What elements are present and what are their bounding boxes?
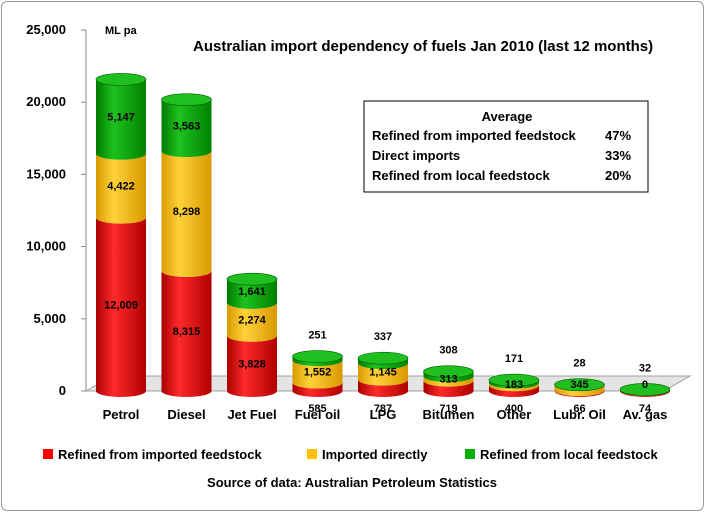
category-label: Lubr. Oil bbox=[553, 407, 606, 422]
data-label: 251 bbox=[308, 330, 326, 342]
bar-segment-imported-directly bbox=[161, 151, 212, 277]
data-label: 313 bbox=[439, 373, 457, 385]
bar-segment-local-feedstock bbox=[423, 371, 474, 383]
data-label: 1,552 bbox=[304, 366, 332, 378]
unit-label: ML pa bbox=[105, 25, 137, 37]
category-label: LPG bbox=[370, 407, 397, 422]
chart-title: Australian import dependency of fuels Ja… bbox=[193, 38, 653, 55]
data-label: 787 bbox=[374, 403, 392, 415]
data-label: 12,009 bbox=[104, 299, 138, 311]
bar-segment-imported-directly bbox=[554, 385, 605, 397]
data-label: 3,828 bbox=[238, 358, 266, 370]
data-label: 400 bbox=[505, 403, 523, 415]
data-label: 5,147 bbox=[107, 112, 135, 124]
bar-segment-local-feedstock bbox=[161, 99, 212, 158]
bar-segment-imported-feedstock bbox=[423, 380, 474, 397]
bar-segment-imported-directly bbox=[292, 360, 343, 389]
data-label: 1,145 bbox=[369, 366, 397, 378]
average-row-value: 20% bbox=[605, 168, 631, 183]
y-tick-label: 15,000 bbox=[26, 166, 66, 181]
category-label: Diesel bbox=[167, 407, 205, 422]
bar-top-cap bbox=[226, 272, 278, 286]
bar-segment-imported-directly bbox=[96, 153, 146, 224]
data-label: 1,641 bbox=[238, 286, 266, 298]
data-label: 3,563 bbox=[173, 120, 201, 132]
bar-top-cap bbox=[292, 350, 343, 363]
legend-swatch-imported-feedstock bbox=[43, 449, 53, 459]
y-tick-label: 0 bbox=[59, 383, 66, 398]
bar-segment-imported-directly bbox=[358, 363, 408, 386]
bar-top-cap bbox=[357, 351, 409, 365]
bar-top-cap bbox=[619, 383, 671, 396]
bar-segment-imported-feedstock bbox=[620, 389, 670, 397]
bar-top-cap bbox=[95, 73, 147, 86]
bar-top-cap bbox=[161, 93, 212, 106]
average-row-value: 33% bbox=[605, 148, 631, 163]
average-box: Average Refined from imported feedstock … bbox=[363, 100, 649, 193]
bar-segment-local-feedstock bbox=[96, 79, 146, 160]
category-label-group: Petrol Diesel Jet Fuel Fuel oil LPG Bitumen Ot… bbox=[103, 407, 668, 422]
bar-top-cap bbox=[423, 365, 474, 378]
y-tick-label: 10,000 bbox=[26, 239, 66, 254]
data-label-group: 12,009 4,422 5,147 8,315 8,298 3,563 3,828 2,27… bbox=[104, 112, 652, 415]
bar-segment-imported-feedstock bbox=[292, 382, 343, 398]
bar-segment-imported-directly bbox=[423, 376, 474, 387]
data-label: 8,315 bbox=[173, 326, 201, 338]
category-label: Bitumen bbox=[423, 407, 475, 422]
bar-top-cap bbox=[488, 373, 540, 387]
y-tick-label: 5,000 bbox=[33, 311, 66, 326]
average-box-heading: Average bbox=[482, 109, 533, 124]
bar-segment-imported-feedstock bbox=[489, 385, 539, 397]
data-label: 4,422 bbox=[107, 181, 135, 193]
data-label: 32 bbox=[639, 362, 651, 374]
bar-segment-local-feedstock bbox=[358, 358, 408, 370]
legend: Refined from imported feedstock Imported… bbox=[43, 447, 658, 462]
y-tick-label: 20,000 bbox=[26, 94, 66, 109]
data-label: 345 bbox=[570, 379, 588, 391]
data-label: 337 bbox=[374, 331, 392, 343]
bar-segment-imported-feedstock bbox=[96, 217, 146, 397]
bar-segment-local-feedstock bbox=[292, 356, 343, 367]
source-note: Source of data: Australian Petroleum Sta… bbox=[207, 475, 497, 490]
category-label: Fuel oil bbox=[295, 407, 341, 422]
data-label: 719 bbox=[439, 403, 457, 415]
bar-segment-local-feedstock bbox=[227, 279, 277, 309]
bar-segment-imported-directly bbox=[227, 302, 277, 342]
bar-segment-imported-feedstock bbox=[358, 379, 408, 397]
data-label: 585 bbox=[308, 403, 326, 415]
bar-group bbox=[95, 73, 671, 398]
average-row-label: Direct imports bbox=[372, 148, 460, 163]
data-label: 308 bbox=[439, 345, 457, 357]
average-row-value: 47% bbox=[605, 128, 631, 143]
data-label: 0 bbox=[642, 379, 648, 391]
average-box-frame bbox=[363, 100, 649, 193]
data-label: 66 bbox=[573, 403, 585, 415]
legend-swatch-local-feedstock bbox=[465, 449, 475, 459]
data-label: 74 bbox=[639, 403, 652, 415]
category-label: Jet Fuel bbox=[227, 407, 276, 422]
bar-segment-imported-feedstock bbox=[554, 390, 605, 398]
y-axis-ticks: 0 5,000 10,000 15,000 20,000 25,000 bbox=[26, 22, 86, 398]
bar-segment-imported-feedstock bbox=[161, 270, 212, 398]
legend-swatch-imported-directly bbox=[307, 449, 317, 459]
bar-top-cap bbox=[554, 378, 605, 391]
bar-segment-imported-feedstock bbox=[227, 335, 277, 397]
legend-label: Imported directly bbox=[322, 447, 428, 462]
average-row-label: Refined from local feedstock bbox=[372, 168, 550, 183]
average-row-label: Refined from imported feedstock bbox=[372, 128, 576, 143]
category-label: Petrol bbox=[103, 407, 140, 422]
data-label: 8,298 bbox=[173, 206, 201, 218]
data-label: 2,274 bbox=[238, 314, 266, 326]
data-label: 183 bbox=[505, 379, 523, 391]
data-label: 171 bbox=[505, 353, 523, 365]
y-tick-label: 25,000 bbox=[26, 22, 66, 37]
legend-label: Refined from local feedstock bbox=[480, 447, 658, 462]
category-label: Av. gas bbox=[623, 407, 668, 422]
bar-segment-imported-directly bbox=[489, 382, 539, 392]
category-label: Other bbox=[497, 407, 532, 422]
legend-label: Refined from imported feedstock bbox=[58, 447, 262, 462]
data-label: 28 bbox=[573, 358, 585, 370]
bar-segment-local-feedstock bbox=[489, 380, 539, 389]
